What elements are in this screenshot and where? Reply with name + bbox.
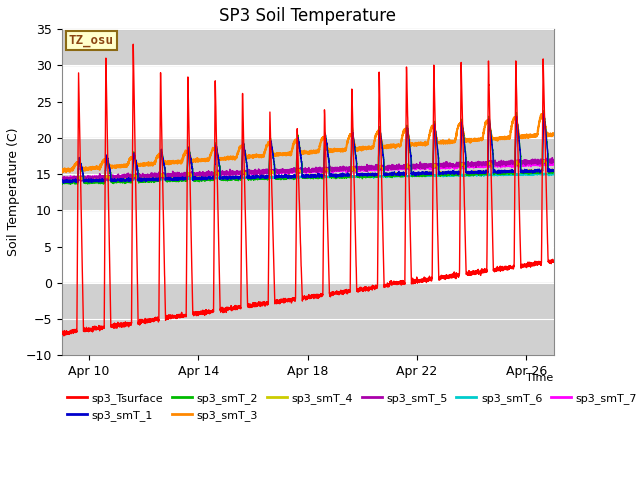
sp3_smT_5	[147, 172, 154, 178]
sp3_smT_1	[550, 168, 557, 173]
sp3_smT_2	[147, 177, 154, 183]
Text: TZ_osu: TZ_osu	[69, 34, 114, 47]
sp3_smT_4	[417, 171, 425, 177]
sp3_smT_2	[540, 108, 548, 113]
Text: Time: Time	[526, 373, 554, 383]
sp3_Tsurface	[418, 276, 426, 282]
sp3_smT_1	[445, 170, 453, 176]
sp3_smT_6	[58, 178, 65, 183]
sp3_smT_7	[147, 173, 154, 179]
sp3_smT_5	[548, 155, 556, 161]
sp3_smT_2	[58, 180, 65, 186]
Title: SP3 Soil Temperature: SP3 Soil Temperature	[219, 7, 396, 25]
sp3_smT_1	[289, 174, 297, 180]
sp3_Tsurface	[58, 329, 65, 335]
sp3_smT_5	[63, 179, 71, 184]
sp3_Tsurface	[445, 273, 453, 278]
Line: sp3_smT_6: sp3_smT_6	[61, 173, 554, 181]
sp3_smT_6	[390, 173, 398, 179]
sp3_smT_4	[549, 168, 557, 174]
sp3_smT_4	[550, 168, 557, 174]
sp3_smT_6	[90, 178, 97, 184]
sp3_smT_1	[58, 178, 65, 184]
sp3_smT_6	[417, 173, 425, 179]
sp3_smT_6	[549, 170, 557, 176]
Line: sp3_smT_4: sp3_smT_4	[61, 160, 554, 183]
sp3_smT_6	[289, 174, 297, 180]
sp3_smT_6	[549, 172, 557, 178]
sp3_smT_2	[390, 171, 398, 177]
Bar	[61, 138, 554, 210]
sp3_smT_5	[417, 161, 425, 167]
sp3_smT_7	[550, 160, 557, 166]
Line: sp3_Tsurface: sp3_Tsurface	[61, 44, 554, 336]
sp3_smT_3	[58, 169, 65, 175]
sp3_smT_1	[60, 180, 67, 186]
sp3_smT_3	[289, 144, 296, 150]
sp3_Tsurface	[390, 281, 398, 287]
sp3_smT_6	[550, 172, 557, 178]
sp3_smT_3	[549, 132, 557, 138]
sp3_smT_1	[390, 170, 398, 176]
sp3_smT_3	[146, 161, 154, 167]
sp3_smT_6	[445, 172, 453, 178]
sp3_smT_3	[417, 142, 425, 147]
sp3_smT_3	[550, 131, 557, 136]
sp3_smT_4	[289, 173, 297, 179]
sp3_smT_7	[549, 162, 557, 168]
sp3_smT_7	[417, 166, 425, 171]
sp3_smT_2	[58, 181, 65, 187]
sp3_smT_3	[538, 111, 545, 117]
sp3_smT_2	[445, 169, 453, 175]
Line: sp3_smT_7: sp3_smT_7	[61, 162, 554, 180]
sp3_smT_2	[549, 170, 557, 176]
sp3_smT_4	[445, 171, 453, 177]
sp3_smT_4	[58, 178, 65, 183]
sp3_smT_1	[549, 168, 557, 174]
sp3_smT_5	[445, 162, 453, 168]
sp3_smT_6	[147, 176, 154, 181]
sp3_smT_5	[549, 157, 557, 163]
Y-axis label: Soil Temperature (C): Soil Temperature (C)	[7, 128, 20, 256]
sp3_smT_2	[417, 172, 425, 178]
sp3_smT_4	[540, 157, 548, 163]
sp3_smT_2	[289, 175, 297, 181]
Legend: sp3_Tsurface, sp3_smT_1, sp3_smT_2, sp3_smT_3, sp3_smT_4, sp3_smT_5, sp3_smT_6, : sp3_Tsurface, sp3_smT_1, sp3_smT_2, sp3_…	[67, 393, 637, 420]
sp3_smT_4	[390, 172, 398, 178]
sp3_Tsurface	[60, 333, 68, 339]
Bar	[61, 65, 554, 138]
sp3_Tsurface	[549, 259, 557, 264]
sp3_smT_7	[59, 178, 67, 183]
sp3_smT_2	[550, 169, 557, 175]
sp3_smT_4	[147, 177, 154, 182]
Bar	[61, 283, 554, 355]
sp3_smT_7	[390, 164, 398, 170]
Bar	[61, 210, 554, 283]
Line: sp3_smT_3: sp3_smT_3	[61, 114, 554, 172]
sp3_Tsurface	[550, 258, 557, 264]
sp3_Tsurface	[289, 296, 297, 302]
sp3_smT_1	[540, 111, 548, 117]
sp3_smT_7	[58, 175, 65, 180]
sp3_smT_5	[289, 168, 297, 174]
Line: sp3_smT_2: sp3_smT_2	[61, 110, 554, 184]
sp3_smT_1	[417, 169, 425, 175]
Line: sp3_smT_1: sp3_smT_1	[61, 114, 554, 183]
sp3_smT_1	[147, 176, 154, 182]
sp3_smT_7	[289, 168, 297, 174]
sp3_smT_5	[58, 177, 65, 183]
sp3_smT_7	[541, 159, 549, 165]
Bar	[61, 29, 554, 65]
sp3_smT_3	[390, 144, 398, 149]
sp3_smT_4	[61, 180, 68, 186]
sp3_Tsurface	[129, 41, 137, 47]
Line: sp3_smT_5: sp3_smT_5	[61, 158, 554, 181]
sp3_smT_5	[390, 163, 398, 168]
sp3_smT_3	[445, 139, 453, 144]
sp3_smT_7	[445, 165, 453, 170]
sp3_Tsurface	[147, 319, 154, 325]
sp3_smT_5	[550, 158, 557, 164]
